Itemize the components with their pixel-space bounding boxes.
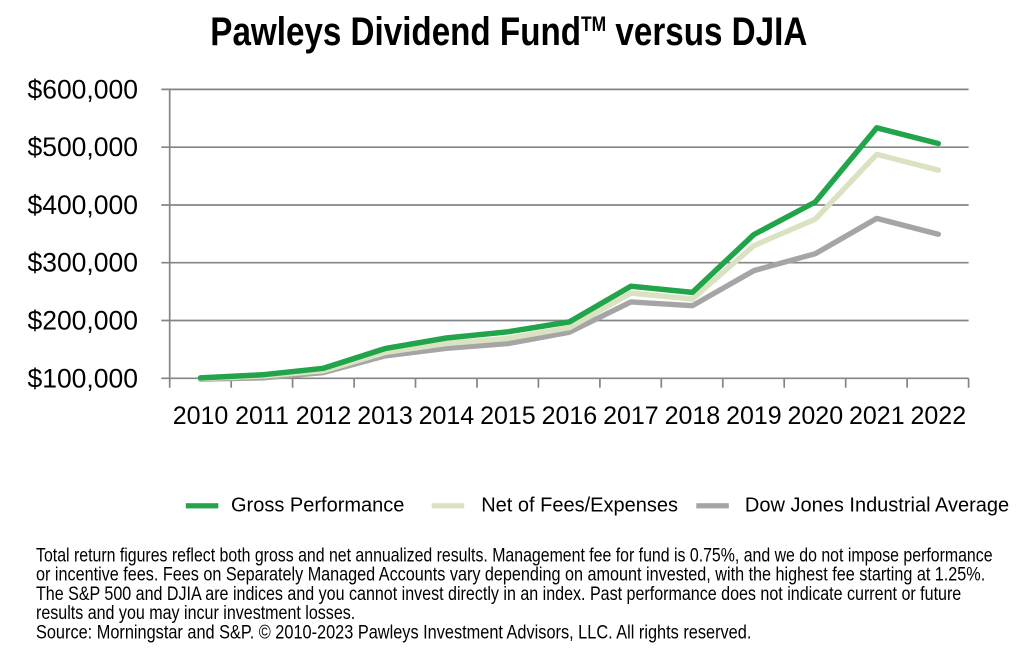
svg-text:Gross Performance: Gross Performance	[231, 494, 404, 516]
svg-text:2015: 2015	[480, 402, 536, 430]
svg-text:2011: 2011	[235, 402, 289, 430]
svg-text:$200,000: $200,000	[27, 306, 138, 336]
svg-text:2018: 2018	[665, 402, 721, 430]
svg-text:$600,000: $600,000	[27, 74, 138, 104]
svg-text:2020: 2020	[787, 402, 843, 430]
svg-text:results and you may incur inve: results and you may incur investment los…	[36, 602, 355, 624]
svg-text:2019: 2019	[726, 402, 782, 430]
svg-text:2014: 2014	[419, 402, 475, 430]
svg-text:The S&P 500 and DJIA are indic: The S&P 500 and DJIA are indices and you…	[36, 583, 961, 605]
svg-text:Source: Morningstar and S&P.: Source: Morningstar and S&P. © 2010-2023…	[36, 621, 751, 642]
svg-text:$100,000: $100,000	[27, 363, 138, 393]
svg-text:$500,000: $500,000	[27, 132, 138, 162]
svg-text:Total return figures reflect b: Total return figures reflect both gross …	[36, 544, 992, 566]
svg-text:$400,000: $400,000	[27, 190, 138, 220]
svg-text:2017: 2017	[603, 402, 659, 430]
svg-text:Pawleys Dividend FundTM versus: Pawleys Dividend FundTM versus DJIA	[210, 9, 807, 54]
svg-text:or incentive fees. Fees on Se: or incentive fees. Fees on Separately Ma…	[36, 563, 985, 585]
svg-text:Net of Fees/Expenses: Net of Fees/Expenses	[481, 494, 678, 516]
svg-text:2022: 2022	[910, 402, 966, 430]
svg-text:2016: 2016	[542, 402, 598, 430]
svg-text:2012: 2012	[296, 402, 352, 430]
svg-text:2013: 2013	[357, 402, 413, 430]
svg-text:2021: 2021	[849, 402, 905, 430]
svg-text:$300,000: $300,000	[27, 248, 138, 278]
svg-text:2010: 2010	[173, 402, 229, 430]
svg-text:Dow Jones Industrial Average: Dow Jones Industrial Average	[745, 494, 1009, 516]
